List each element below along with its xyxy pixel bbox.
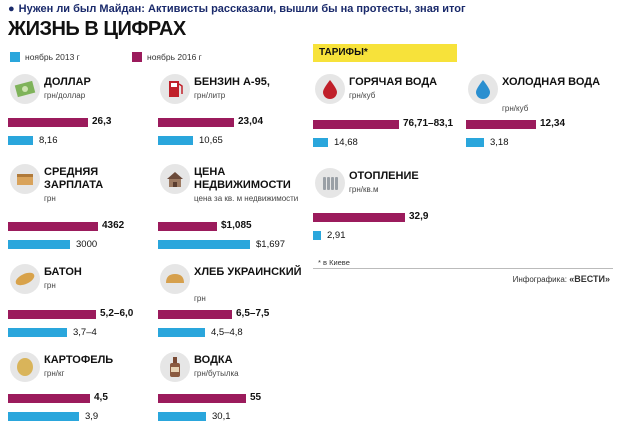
bar-2013	[158, 240, 250, 249]
bar-2013	[8, 136, 33, 145]
headline-text: Нужен ли был Майдан: Активисты рассказал…	[18, 3, 466, 15]
credit-prefix: Инфографика:	[512, 275, 567, 284]
item-name: ВОДКА	[194, 354, 233, 366]
gas-pump-icon	[160, 74, 190, 104]
data-label-2016: 12,34	[540, 118, 566, 129]
infographic-title: ЖИЗНЬ В ЦИФРАХ	[8, 18, 186, 40]
legend-item-2013: ноябрь 2013 г	[10, 52, 80, 62]
bar-2016	[466, 120, 536, 129]
bar-2016	[8, 118, 88, 127]
item-unit: грн	[44, 194, 56, 203]
item-name: ОТОПЛЕНИЕ	[349, 170, 419, 182]
data-label-2013: 8,16	[39, 135, 58, 146]
bar-2016	[313, 120, 399, 129]
item-unit: грн/бутылка	[194, 369, 239, 378]
item-unit: грн/кг	[44, 369, 65, 378]
cold-water-drop-icon	[468, 74, 498, 104]
item-name: КАРТОФЕЛЬ	[44, 354, 114, 366]
bar-2013	[466, 138, 484, 147]
item-name: ХОЛОДНАЯ ВОДА	[502, 76, 601, 88]
item-unit: грн/литр	[194, 91, 226, 100]
data-label-2016: 6,5–7,5	[236, 308, 270, 319]
data-label-2016: $1,085	[221, 220, 252, 231]
item-name: ДОЛЛАР	[44, 76, 91, 88]
legend-label-2016: ноябрь 2016 г	[147, 52, 202, 62]
bar-2013	[158, 136, 193, 145]
data-label-2013: 3000	[76, 239, 98, 250]
item-name: ГОРЯЧАЯ ВОДА	[349, 76, 438, 88]
bar-2013	[8, 328, 67, 337]
radiator-icon	[315, 168, 345, 198]
data-label-2016: 4,5	[94, 392, 108, 403]
bar-2016	[158, 222, 217, 231]
bar-2013	[313, 231, 321, 240]
divider	[313, 268, 613, 269]
bar-2016	[158, 118, 234, 127]
legend-swatch-2013	[10, 52, 20, 62]
legend-swatch-2016	[132, 52, 142, 62]
item-name: ЦЕНА НЕДВИЖИМОСТИ	[194, 166, 291, 191]
item-unit: грн/куб	[502, 104, 529, 113]
data-label-2013: 14,68	[334, 137, 358, 148]
data-label-2013: 3,7–4	[73, 327, 97, 338]
house-icon	[160, 164, 190, 194]
data-label-2016: 5,2–6,0	[100, 308, 134, 319]
item-name: СРЕДНЯЯ ЗАРПЛАТА	[44, 166, 104, 191]
vodka-bottle-icon	[160, 352, 190, 382]
data-label-2013: 3,18	[490, 137, 509, 148]
bar-2016	[8, 222, 98, 231]
data-label-2013: 4,5–4,8	[211, 327, 243, 338]
data-label-2013: 30,1	[212, 411, 231, 422]
credit-brand: «ВЕСТИ»	[569, 274, 610, 284]
tariffs-header: ТАРИФЫ*	[313, 44, 457, 62]
item-name: БАТОН	[44, 266, 82, 278]
legend-item-2016: ноябрь 2016 г	[132, 52, 202, 62]
footnote: * в Киеве	[318, 258, 350, 267]
bar-2013	[158, 328, 205, 337]
data-label-2013: 3,9	[85, 411, 99, 422]
bar-2013	[8, 412, 79, 421]
bar-2013	[313, 138, 328, 147]
legend-label-2013: ноябрь 2013 г	[25, 52, 80, 62]
bar-2016	[158, 394, 246, 403]
data-label-2013: 10,65	[199, 135, 223, 146]
data-label-2016: 23,04	[238, 116, 264, 127]
bar-2013	[8, 240, 70, 249]
item-unit: грн	[44, 281, 56, 290]
item-unit: грн/доллар	[44, 91, 86, 100]
item-unit: цена за кв. м недвижимости	[194, 194, 299, 203]
bread-icon	[160, 264, 190, 294]
data-label-2013: $1,697	[256, 239, 286, 250]
credit: Инфографика: «ВЕСТИ»	[513, 274, 610, 284]
item-unit: грн	[194, 294, 206, 303]
baton-icon	[10, 264, 40, 294]
dollar-bill-icon	[10, 74, 40, 104]
data-label-2013: 2,91	[327, 230, 346, 241]
hot-water-drop-icon	[315, 74, 345, 104]
data-label-2016: 26,3	[92, 116, 112, 127]
item-unit: грн/кв.м	[349, 185, 379, 194]
item-name: ХЛЕБ УКРАИНСКИЙ	[194, 266, 302, 278]
wallet-icon	[10, 164, 40, 194]
item-unit: грн/куб	[349, 91, 376, 100]
article-headline[interactable]: ● Нужен ли был Майдан: Активисты рассказа…	[8, 3, 466, 15]
potato-icon	[10, 352, 40, 382]
bar-2016	[8, 394, 90, 403]
data-label-2016: 76,71–83,1	[403, 118, 454, 129]
data-label-2016: 4362	[102, 220, 125, 231]
data-label-2016: 55	[250, 392, 262, 403]
bullet-icon: ●	[8, 3, 15, 15]
data-label-2016: 32,9	[409, 211, 429, 222]
bar-2016	[158, 310, 232, 319]
bar-2013	[158, 412, 206, 421]
bar-2016	[313, 213, 405, 222]
bar-2016	[8, 310, 96, 319]
item-name: БЕНЗИН А-95,	[194, 76, 270, 88]
